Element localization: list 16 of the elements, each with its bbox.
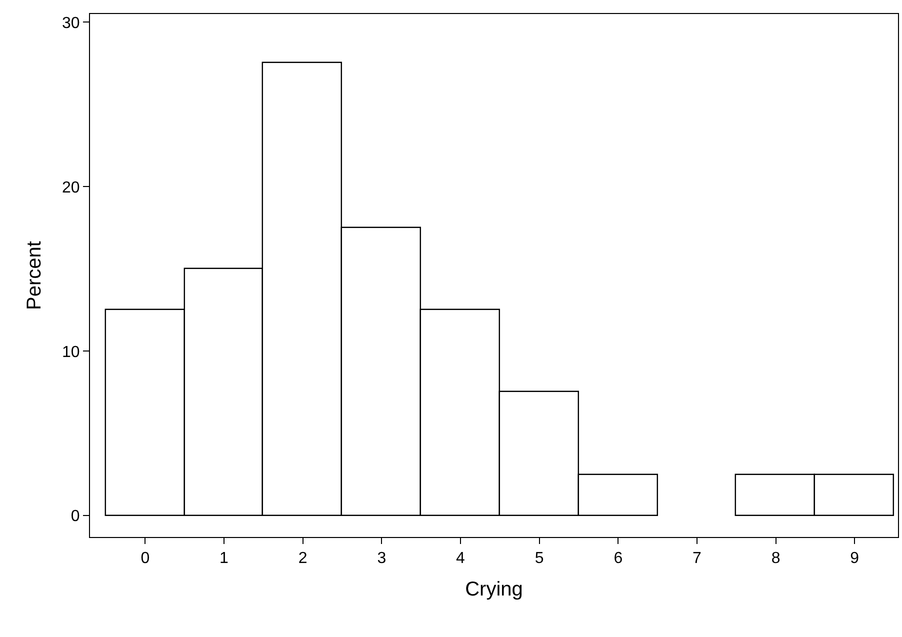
x-tick-label: 0 [140, 550, 150, 568]
x-tick-label: 5 [534, 550, 544, 568]
x-tick-label: 3 [377, 550, 386, 568]
y-tick-label: 20 [62, 179, 80, 196]
x-axis-title: Crying [465, 578, 523, 601]
x-tick-label: 6 [614, 550, 623, 568]
y-tick-label: 10 [62, 344, 80, 361]
x-tick-label: 1 [220, 550, 229, 568]
x-tick-label: 2 [298, 550, 308, 568]
y-tick-label: 30 [62, 14, 80, 32]
y-tick-label: 0 [70, 508, 80, 526]
x-tick-label: 4 [456, 550, 466, 568]
y-axis-title: Percent [24, 240, 46, 310]
x-tick-label: 9 [850, 550, 860, 568]
x-tick-label: 7 [692, 550, 702, 568]
x-tick-label: 8 [771, 550, 780, 568]
